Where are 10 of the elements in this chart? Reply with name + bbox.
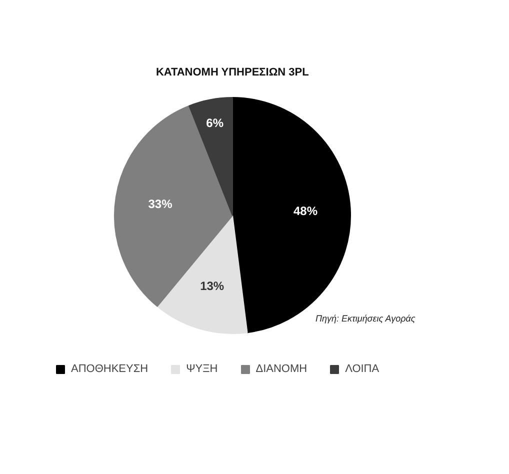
- data-label: 33%: [148, 197, 173, 212]
- text: Πηγή: Εκτιμήσεις Αγοράς: [316, 314, 416, 324]
- data-label: 6%: [206, 116, 224, 130]
- legend-label: ΑΠΟΘΗΚΕΥΣΗ: [71, 363, 148, 375]
- legend-label: ΛΟΙΠΑ: [345, 363, 380, 375]
- chart-title: ΚΑΤΑΝΟΜΗ ΥΠΗΡΕΣΙΩΝ 3PL: [156, 66, 310, 78]
- legend-label: ΔΙΑΝΟΜΗ: [256, 363, 308, 375]
- legend-label: ΨΥΞΗ: [186, 363, 218, 375]
- data-label: 13%: [200, 278, 224, 293]
- data-label: 48%: [294, 204, 318, 218]
